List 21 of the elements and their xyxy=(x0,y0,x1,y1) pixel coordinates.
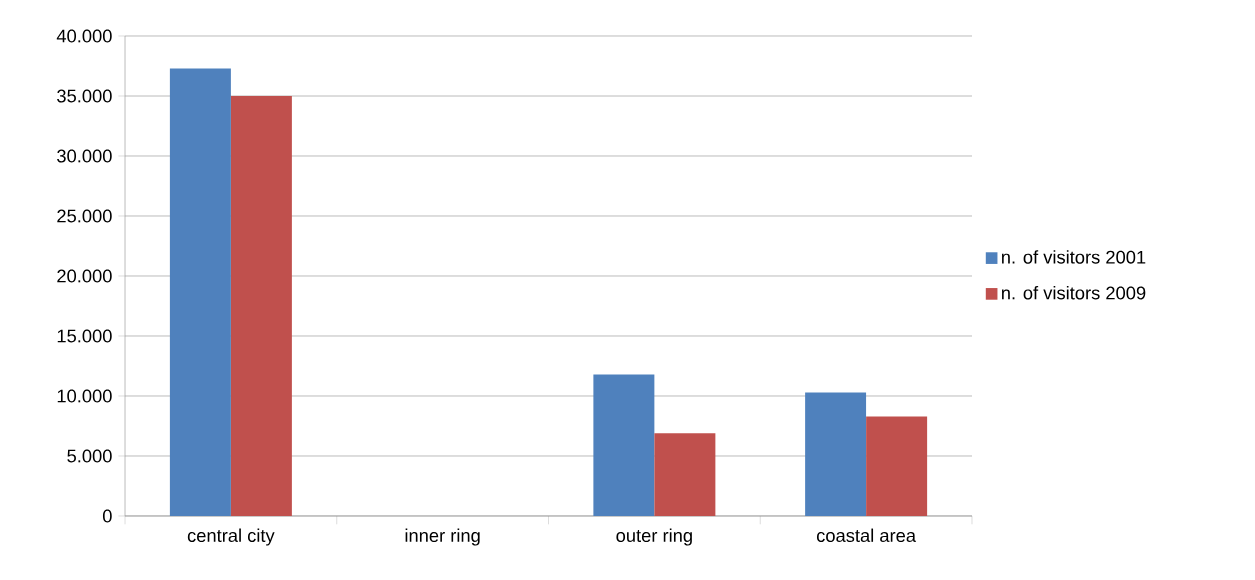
bar xyxy=(654,433,716,516)
y-tick-label: 25.000 xyxy=(57,209,112,223)
x-tick-label: coastal area xyxy=(816,528,917,543)
legend-label: n. of visitors 2009 xyxy=(1002,286,1146,300)
x-tick-label: outer ring xyxy=(616,528,692,546)
y-tick-label: 10.000 xyxy=(57,389,112,403)
bar xyxy=(169,68,231,516)
x-tick-label: central city xyxy=(187,528,275,546)
bar xyxy=(230,96,292,516)
legend-label: n. of visitors 2001 xyxy=(1002,250,1146,264)
y-tick-label: 40.000 xyxy=(56,29,112,43)
y-tick-label: 0 xyxy=(102,509,112,523)
y-tick-label: 35.000 xyxy=(57,89,112,103)
bar xyxy=(805,392,867,516)
x-tick-label: inner ring xyxy=(405,528,480,546)
y-tick-label: 5.000 xyxy=(67,449,112,463)
y-tick-label: 15.000 xyxy=(57,329,112,343)
y-tick-label: 20.000 xyxy=(57,269,112,283)
y-tick-label: 30.000 xyxy=(57,149,112,163)
bar xyxy=(593,374,655,516)
bar xyxy=(866,416,928,516)
